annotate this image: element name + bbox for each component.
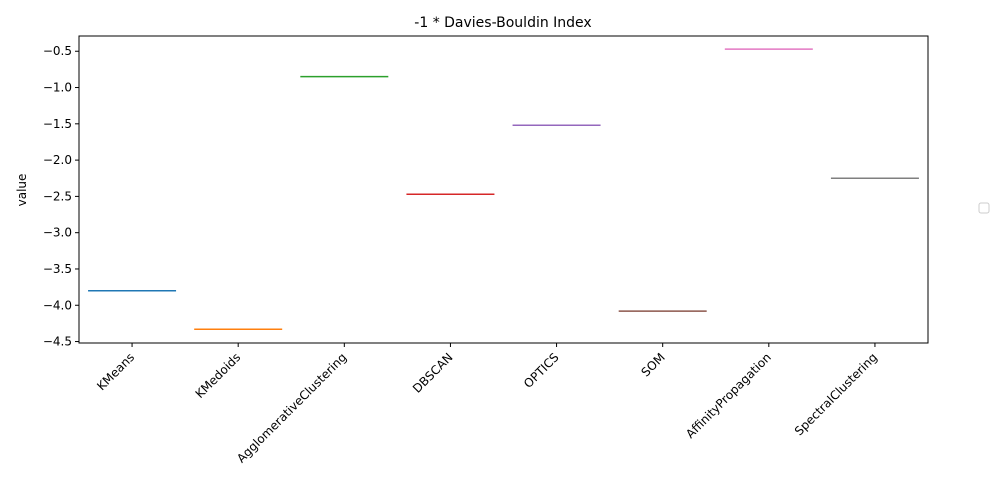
chart-title: -1 * Davies-Bouldin Index [414,15,591,31]
x-tick-label: KMedoids [193,350,244,401]
x-tick-label: OPTICS [521,350,562,391]
x-tick-label: KMeans [94,350,137,393]
legend-box [978,202,990,214]
y-tick-label: −4.0 [43,298,72,312]
y-tick-label: −2.0 [43,153,72,167]
x-tick-label: DBSCAN [410,350,456,396]
x-tick-label: AffinityPropagation [683,350,774,441]
y-tick-label: −2.5 [43,189,72,203]
y-tick-label: −0.5 [43,44,72,58]
y-tick-label: −3.0 [43,226,72,240]
x-tick-label: SpectralClustering [792,350,880,438]
x-tick-label: SOM [639,350,668,379]
y-tick-label: −4.5 [43,335,72,349]
chart-marks [88,48,919,330]
y-tick-label: −3.5 [43,262,72,276]
y-tick-label: −1.0 [43,81,72,95]
y-tick-label: −1.5 [43,117,72,131]
y-axis-label: value [15,174,29,207]
plot-frame [78,35,929,344]
y-axis: −4.5 −4.0 −3.5 −3.0 −2.5 −2.0 −1.5 −1.0 −0.5 [43,44,79,349]
x-tick-label: AgglomerativeClustering [234,350,349,465]
